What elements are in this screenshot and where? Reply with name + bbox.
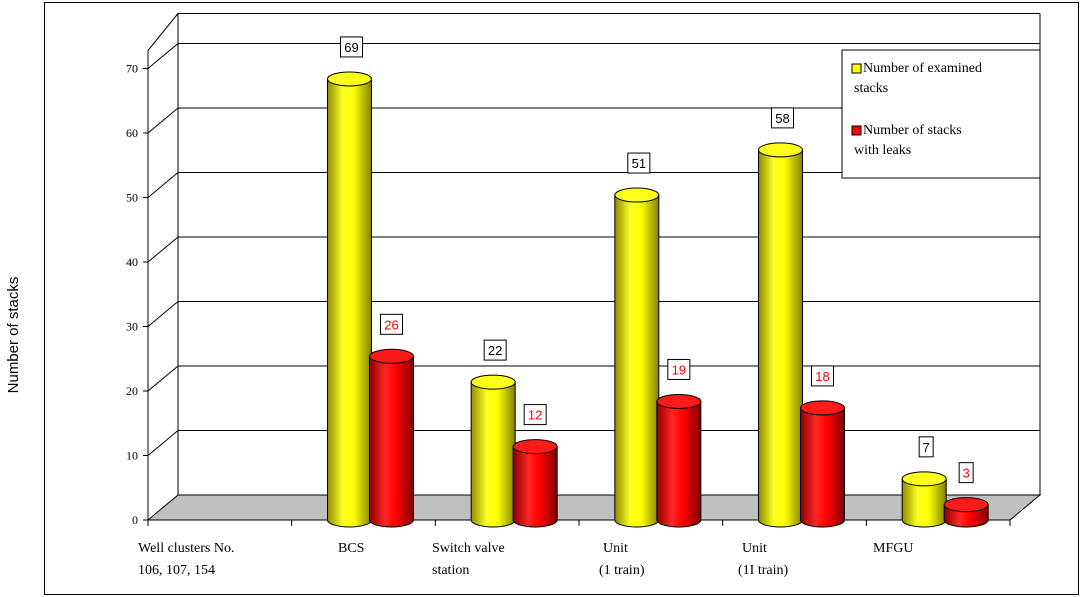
y-tick-label: 70 — [126, 62, 138, 76]
bar — [512, 439, 558, 528]
bar-top — [656, 393, 702, 409]
bar — [943, 497, 989, 528]
data-label-box — [380, 313, 403, 335]
data-label-box — [483, 339, 507, 361]
bar — [327, 71, 372, 528]
y-axis-top-connector — [147, 13, 179, 51]
bar-body — [512, 446, 558, 528]
bar-body — [369, 355, 414, 528]
category-label: BCS — [338, 541, 364, 556]
data-label: 58 — [775, 111, 789, 126]
data-label-box — [771, 107, 794, 129]
data-label: 22 — [488, 343, 502, 358]
y-tick-label: 40 — [126, 255, 138, 269]
gridline-side — [147, 430, 179, 456]
gridline-side — [147, 236, 179, 263]
bar — [656, 393, 702, 528]
bar-body — [327, 78, 372, 528]
y-tick-label: 20 — [126, 384, 138, 398]
legend-swatch — [851, 125, 862, 136]
bar-top — [369, 348, 414, 364]
data-label-box — [340, 36, 363, 58]
bar-body — [470, 381, 516, 528]
data-label: 12 — [528, 408, 542, 423]
legend-label: Number of stacks — [863, 123, 962, 138]
bar-top — [614, 187, 660, 203]
bar — [369, 348, 414, 528]
bar-top — [800, 400, 845, 416]
category-label: Unit — [742, 541, 767, 556]
category-label: station — [432, 563, 469, 578]
data-label-box — [667, 358, 691, 380]
category-label: 106, 107, 154 — [138, 563, 215, 578]
legend-label: with leaks — [854, 143, 911, 158]
gridline-side — [147, 107, 179, 134]
gridline-side — [147, 172, 179, 198]
bar-top — [943, 497, 989, 513]
bars — [327, 71, 989, 528]
data-label-box — [918, 436, 934, 458]
bar-top — [327, 71, 372, 87]
bar — [901, 471, 947, 528]
bar-body — [614, 194, 660, 528]
bar — [614, 187, 660, 528]
gridline-side — [147, 365, 179, 392]
data-label: 18 — [815, 369, 829, 384]
x-axis-categories: Well clusters No. 106, 107, 154 BCS Switch … — [138, 519, 1011, 578]
category-label: Unit — [603, 541, 628, 556]
bar — [470, 374, 516, 528]
y-tick-label: 10 — [126, 449, 138, 463]
y-axis-ticks: 0 10 20 30 40 50 60 70 — [126, 62, 148, 527]
gridline-side — [147, 43, 179, 69]
y-axis-label: Number of stacks — [5, 277, 22, 394]
legend: Number of examined stacks Number of stacks… — [841, 49, 1041, 179]
legend-label: Number of examined — [863, 61, 982, 76]
category-label: MFGU — [873, 541, 913, 556]
bar — [758, 142, 803, 528]
category-label: (1I train) — [738, 563, 788, 578]
legend-label: stacks — [854, 81, 888, 96]
category-label: (1 train) — [599, 563, 645, 578]
bar-body — [758, 149, 803, 528]
data-label-box — [958, 462, 974, 484]
bar-top — [901, 471, 947, 487]
bar-top — [758, 142, 803, 158]
data-label: 26 — [384, 317, 398, 332]
bar-body — [656, 400, 702, 528]
bar — [800, 400, 845, 528]
y-tick-label: 50 — [126, 191, 138, 205]
data-label: 19 — [672, 362, 686, 377]
y-tick-label: 0 — [132, 513, 138, 527]
legend-swatch — [851, 63, 862, 74]
bar-top — [512, 439, 558, 455]
data-label-box — [811, 365, 834, 387]
gridline-side — [147, 301, 179, 327]
data-label-box — [523, 404, 547, 426]
y-tick-label: 60 — [126, 126, 138, 140]
bar-body — [800, 407, 845, 528]
data-label: 7 — [923, 440, 930, 455]
data-label: 3 — [963, 466, 970, 481]
data-labels: 69 22 51 58 7 26 12 19 18 3 — [340, 36, 974, 484]
data-label: 51 — [632, 156, 646, 171]
legend-box — [841, 49, 1041, 179]
data-label-box — [627, 152, 651, 174]
category-label: Well clusters No. — [138, 541, 234, 556]
data-label: 69 — [344, 40, 358, 55]
category-label: Switch valve — [432, 541, 505, 556]
y-tick-label: 30 — [126, 320, 138, 334]
bar-top — [470, 374, 516, 390]
